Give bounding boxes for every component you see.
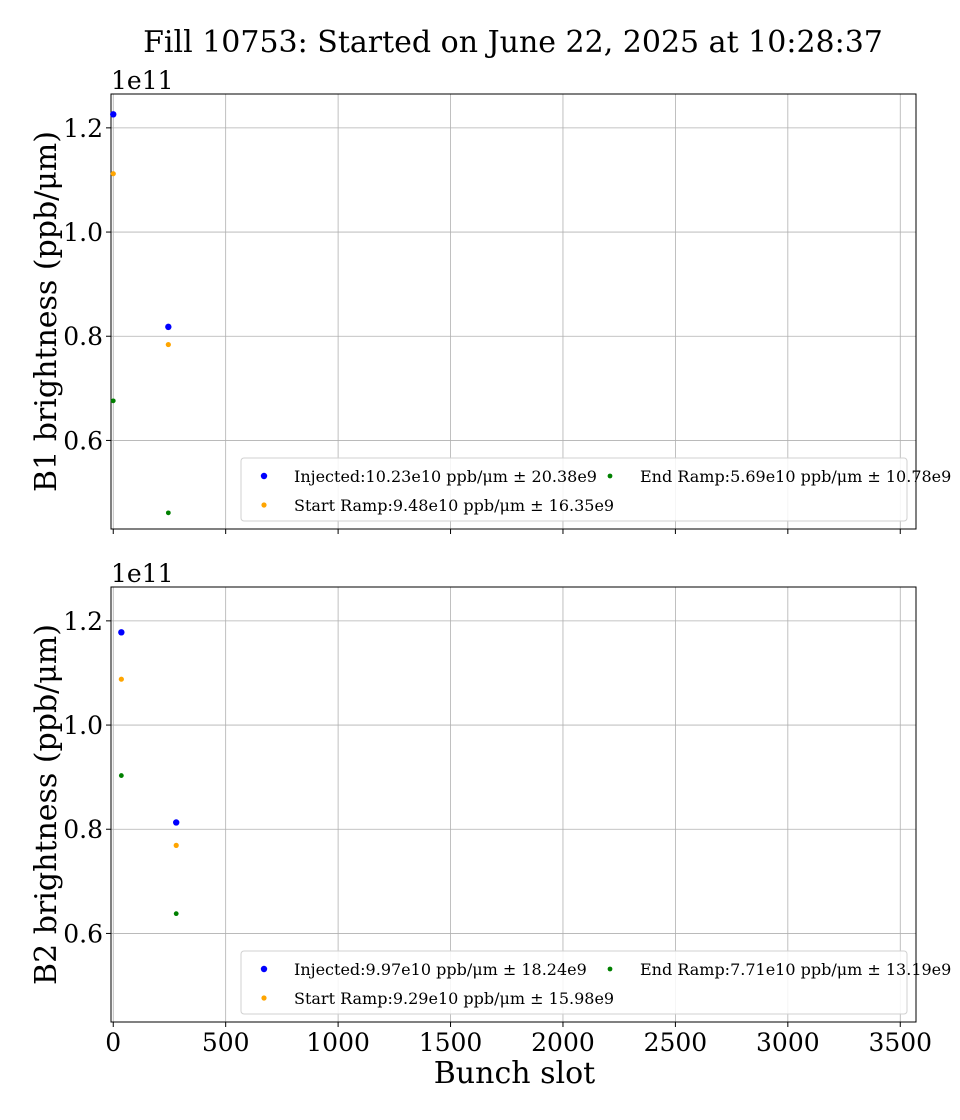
data-point [110, 171, 116, 177]
y-tick-label: 1.2 [63, 607, 103, 636]
x-tick-label: 1500 [419, 1028, 483, 1057]
y-tick-label: 1.2 [63, 114, 103, 143]
y-tick-label: 0.8 [63, 815, 103, 844]
grid-lines [111, 587, 916, 1022]
x-tick-label: 1000 [306, 1028, 370, 1057]
plot-frame [110, 586, 917, 1023]
x-tick-label: 500 [202, 1028, 250, 1057]
y-axis-label: B2 brightness (ppb/μm) [29, 624, 64, 985]
data-point [165, 510, 171, 516]
data-point [110, 398, 116, 404]
y-tick-label: 1.0 [63, 711, 103, 740]
x-tick-label: 2500 [644, 1028, 708, 1057]
legend: Injected:10.23e10 ppb/μm ± 20.38e9 Start … [240, 457, 951, 522]
data-point [118, 629, 125, 636]
legend-marker [260, 472, 268, 480]
legend-box [240, 950, 908, 1015]
x-tick-label: 3500 [868, 1028, 932, 1057]
x-tick-label: 0 [105, 1028, 121, 1057]
legend-marker [261, 995, 267, 1001]
b2-brightness-chart: 0 500 1000 1500 2000 2500 3000 3500 0.6 0.8 1.0 1.2… [29, 559, 951, 1091]
y-tick-label: 0.6 [63, 919, 103, 948]
y-offset-label: 1e11 [111, 559, 174, 588]
legend-entry: End Ramp:7.71e10 ppb/μm ± 13.19e9 [640, 960, 951, 979]
b1-brightness-chart: 0.6 0.8 1.0 1.2 1e11 B1 brightness (ppb/μm) In… [29, 66, 951, 534]
legend-box [240, 457, 908, 522]
data-point [165, 341, 171, 348]
plot-frame [110, 93, 917, 530]
y-axis-label: B1 brightness (ppb/μm) [29, 131, 64, 492]
data-points [118, 629, 180, 917]
data-point [118, 773, 124, 778]
legend-marker [607, 966, 613, 972]
legend: Injected:9.97e10 ppb/μm ± 18.24e9 Start R… [240, 950, 951, 1015]
grid-lines [111, 94, 916, 529]
figure-title: Fill 10753: Started on June 22, 2025 at … [143, 25, 883, 60]
legend-entry: Start Ramp:9.48e10 ppb/μm ± 16.35e9 [294, 496, 614, 515]
y-tick-label: 1.0 [63, 218, 103, 247]
x-tick-label: 3000 [756, 1028, 820, 1057]
data-point [110, 111, 117, 118]
data-point [173, 819, 180, 826]
data-point [173, 911, 179, 917]
legend-entry: End Ramp:5.69e10 ppb/μm ± 10.78e9 [640, 467, 951, 486]
y-offset-label: 1e11 [111, 66, 174, 95]
legend-entry: Injected:10.23e10 ppb/μm ± 20.38e9 [294, 467, 597, 486]
x-axis-label: Bunch slot [434, 1056, 595, 1091]
legend-entry: Start Ramp:9.29e10 ppb/μm ± 15.98e9 [294, 989, 614, 1008]
legend-marker [260, 965, 268, 973]
data-points [110, 111, 172, 516]
legend-marker [607, 473, 613, 479]
x-tick-label: 2000 [531, 1028, 595, 1057]
legend-entry: Injected:9.97e10 ppb/μm ± 18.24e9 [294, 960, 587, 979]
data-point [173, 842, 179, 848]
y-tick-label: 0.8 [63, 322, 103, 351]
data-point [165, 323, 172, 331]
y-tick-label: 0.6 [63, 426, 103, 455]
legend-marker [261, 502, 267, 508]
data-point [118, 676, 124, 682]
